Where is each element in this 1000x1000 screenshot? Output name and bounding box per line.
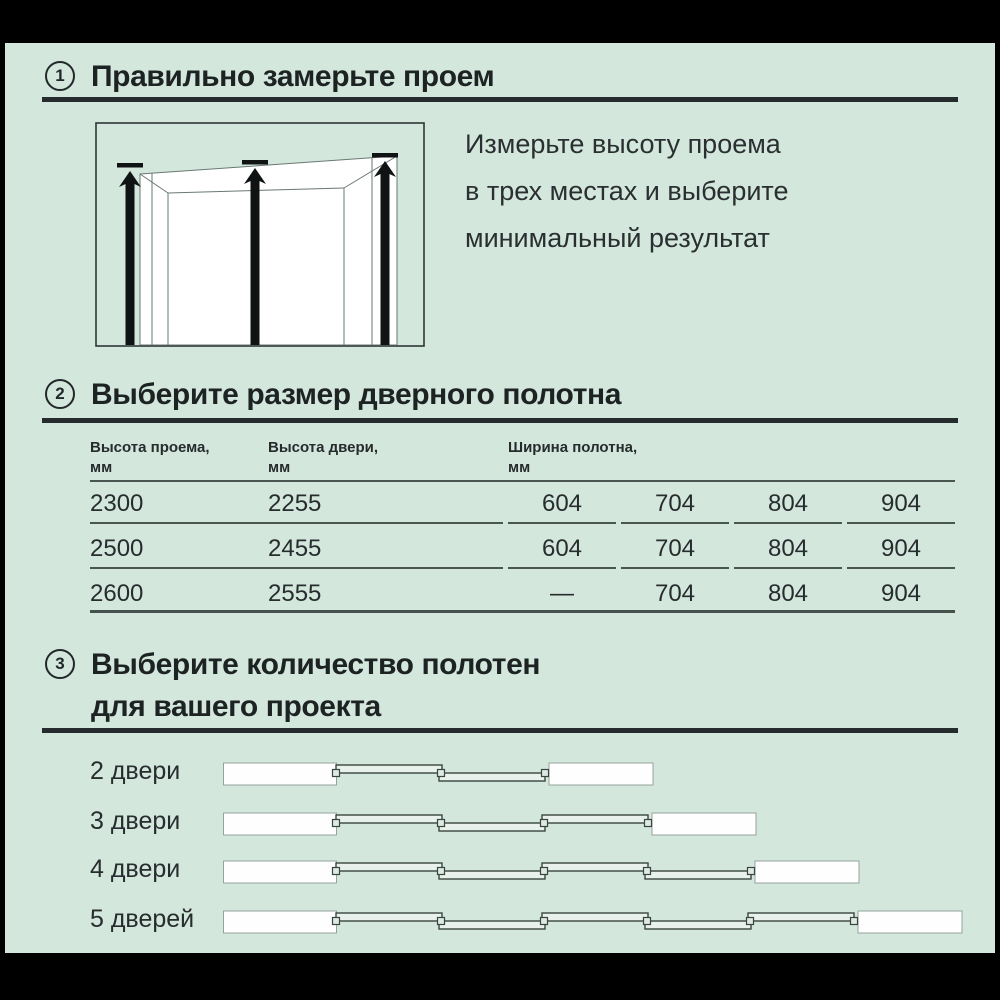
step-3-title-line-2: для вашего проекта xyxy=(91,690,381,723)
table-row-divider xyxy=(734,522,842,524)
leaf-width-cell: 704 xyxy=(654,490,696,517)
step-3-title: Выберите количество полотен для вашего п… xyxy=(91,644,541,728)
leaf-width-cell: — xyxy=(550,580,574,607)
leaf-width-cell: 704 xyxy=(654,535,696,562)
table-row-divider xyxy=(847,522,955,524)
table-row-divider xyxy=(508,522,616,524)
step-3-divider xyxy=(42,728,958,733)
header-line: мм xyxy=(90,459,113,476)
table-row-divider xyxy=(508,567,616,569)
leaf-width-cell: 904 xyxy=(880,580,922,607)
col-header-leaf-width: Ширина полотна, мм xyxy=(508,438,637,478)
table-row-divider xyxy=(90,567,503,569)
door-option-label: 5 дверей xyxy=(90,905,195,933)
measure-arrow-right xyxy=(372,153,398,345)
leaf-width-cell: 604 xyxy=(541,490,583,517)
door-panels-plan-5 xyxy=(223,910,963,934)
leaf-width-cell: 904 xyxy=(880,490,922,517)
table-row-divider xyxy=(90,522,503,524)
opening-height-cell: 2500 xyxy=(90,535,144,562)
door-option-label: 3 двери xyxy=(90,807,181,835)
leaf-width-cell: 804 xyxy=(767,535,809,562)
leaf-width-cell: 604 xyxy=(541,535,583,562)
step-1-number: 1 xyxy=(55,66,65,85)
step-3-number: 3 xyxy=(55,654,65,673)
step-2-number-badge: 2 xyxy=(45,379,75,409)
infographic-canvas: 1 Правильно замерьте проем xyxy=(5,43,995,953)
step-3-title-line-1: Выберите количество полотен xyxy=(91,648,541,681)
door-opening-diagram xyxy=(95,122,425,347)
table-header-rule xyxy=(90,480,955,482)
step-1-description-line: Измерьте высоту проема xyxy=(465,129,781,159)
opening-perspective-lines xyxy=(139,155,398,345)
measure-arrow-middle xyxy=(242,160,268,345)
measure-arrow-left xyxy=(117,163,143,345)
table-row-divider xyxy=(847,567,955,569)
col-header-door-height: Высота двери, мм xyxy=(268,438,378,478)
door-option-label: 4 двери xyxy=(90,855,181,883)
door-height-cell: 2455 xyxy=(268,535,322,562)
header-line: Ширина полотна, xyxy=(508,439,638,456)
leaf-width-cell: 904 xyxy=(880,535,922,562)
table-row-divider xyxy=(621,567,729,569)
step-1-divider xyxy=(42,97,958,102)
door-panels-plan-4 xyxy=(223,860,860,884)
opening-height-cell: 2300 xyxy=(90,490,144,517)
door-height-cell: 2255 xyxy=(268,490,322,517)
opening-outline xyxy=(139,155,398,346)
opening-height-cell: 2600 xyxy=(90,580,144,607)
table-row-divider xyxy=(621,522,729,524)
step-1-description: Измерьте высоту проема в трех местах и в… xyxy=(465,121,789,262)
header-line: Высота двери, xyxy=(268,439,379,456)
header-line: Высота проема, xyxy=(90,439,210,456)
table-row-divider xyxy=(734,567,842,569)
door-panels-plan-2 xyxy=(223,762,654,786)
col-header-opening-height: Высота проема, мм xyxy=(90,438,210,478)
step-1-number-badge: 1 xyxy=(45,61,75,91)
step-2-title: Выберите размер дверного полотна xyxy=(91,378,621,411)
step-2-number: 2 xyxy=(55,384,65,403)
step-2-divider xyxy=(42,418,958,423)
leaf-width-cell: 804 xyxy=(767,580,809,607)
step-1-description-line: в трех местах и выберите xyxy=(465,176,789,206)
diagram-border xyxy=(95,122,425,347)
header-line: мм xyxy=(508,459,531,476)
door-option-label: 2 двери xyxy=(90,757,181,785)
step-1-title: Правильно замерьте проем xyxy=(91,60,495,93)
step-3-number-badge: 3 xyxy=(45,649,75,679)
leaf-width-cell: 704 xyxy=(654,580,696,607)
door-height-cell: 2555 xyxy=(268,580,322,607)
table-bottom-rule xyxy=(90,610,955,613)
leaf-width-cell: 804 xyxy=(767,490,809,517)
step-1-description-line: минимальный результат xyxy=(465,223,770,253)
header-line: мм xyxy=(268,459,291,476)
door-panels-plan-3 xyxy=(223,812,757,836)
